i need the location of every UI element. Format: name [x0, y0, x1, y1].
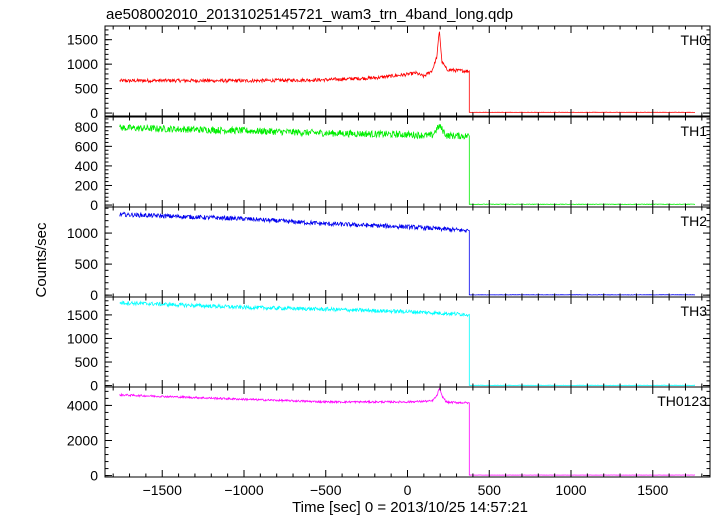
- y-tick-label: 1500: [67, 307, 98, 323]
- panel-label-th1: TH1: [681, 123, 708, 139]
- chart-title: ae508002010_20131025145721_wam3_trn_4ban…: [106, 6, 513, 23]
- y-tick-label: 600: [75, 138, 99, 154]
- y-tick-label: 0: [90, 197, 98, 213]
- x-tick-label: 1500: [637, 482, 668, 498]
- y-tick-label: 1000: [67, 56, 98, 72]
- y-tick-label: 0: [90, 468, 98, 484]
- y-tick-label: 0: [90, 378, 98, 394]
- y-tick-label: 500: [75, 81, 99, 97]
- y-tick-label: 200: [75, 177, 99, 193]
- x-tick-label: −1000: [224, 482, 264, 498]
- x-tick-label: 1000: [555, 482, 586, 498]
- panel-th3: 0 500 1000 1500 TH3: [67, 296, 711, 394]
- series-line-th0123: [119, 387, 695, 476]
- x-tick-label: −500: [310, 482, 342, 498]
- x-tick-label: 0: [404, 482, 412, 498]
- y-tick-label: 1500: [67, 32, 98, 48]
- y-tick-label: 0: [90, 287, 98, 303]
- x-axis-labels: −1500 −1000 −500 0 500 1000 1500: [143, 482, 669, 498]
- y-tick-label: 400: [75, 158, 99, 174]
- panel-label-th0: TH0: [681, 32, 708, 48]
- series-line-th1: [119, 123, 696, 205]
- panel-label-th0123: TH0123: [657, 393, 707, 409]
- y-tick-label: 1000: [67, 225, 98, 241]
- y-tick-label: 0: [90, 105, 98, 121]
- panel-frame: [104, 206, 711, 298]
- panel-th0: 0 500 1000 1500 TH0: [67, 25, 711, 121]
- panel-th1: 0 200 400 600 800 TH1: [75, 116, 711, 213]
- x-axis-label: Time [sec] 0 = 2013/10/25 14:57:21: [292, 499, 528, 516]
- y-tick-label: 1000: [67, 330, 98, 346]
- panel-frame: [104, 386, 711, 478]
- series-line-th3: [119, 300, 696, 386]
- panel-label-th3: TH3: [681, 303, 708, 319]
- y-tick-label: 500: [75, 256, 99, 272]
- series-line-th2: [119, 211, 696, 296]
- y-tick-label: 4000: [67, 397, 98, 413]
- x-tick-label: −1500: [143, 482, 183, 498]
- panel-th2: 0 500 1000 TH2: [67, 206, 711, 303]
- y-tick-label: 800: [75, 119, 99, 135]
- panels-group: 0 500 1000 1500 TH0 0 200 400 600 800 TH1 0 500 1000 T…: [67, 25, 711, 484]
- y-tick-label: 500: [75, 354, 99, 370]
- panel-frame: [104, 25, 711, 117]
- y-tick-label: 2000: [67, 433, 98, 449]
- y-axis-label: Counts/sec: [33, 222, 50, 298]
- series-line-th0: [119, 31, 695, 113]
- panel-th0123: 0 2000 4000 TH0123: [67, 386, 711, 484]
- panel-frame: [104, 296, 711, 388]
- panel-label-th2: TH2: [681, 213, 708, 229]
- x-tick-label: 500: [478, 482, 502, 498]
